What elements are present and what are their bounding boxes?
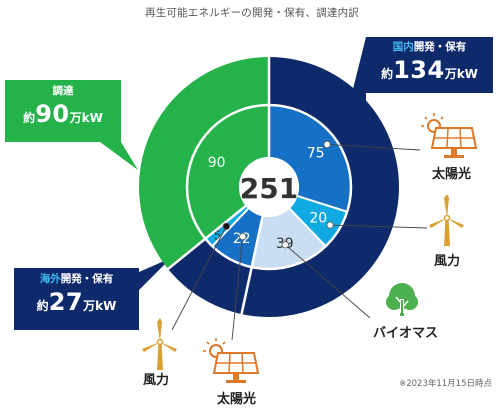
date-note: ※2023年11月15日時点 — [399, 379, 492, 389]
segment-dividers — [167, 57, 353, 315]
segment-value-label: 5 — [214, 228, 222, 242]
leader-line — [327, 144, 421, 151]
procurement-callout-box — [5, 80, 138, 170]
domestic-callout-box — [352, 37, 493, 105]
leader-line — [330, 224, 428, 229]
biomass-label: バイオマス — [373, 326, 439, 341]
procurement-callout-heading: 調達 — [52, 85, 74, 97]
domestic-highlight: 国内 — [392, 41, 414, 53]
inner-divider — [297, 195, 348, 213]
solar-panel-icon — [203, 338, 260, 383]
solar-panel-icon — [421, 113, 478, 158]
leader-dot — [326, 221, 334, 229]
domestic-heading-text: 開発・保有 — [413, 41, 467, 53]
outer-ring-segment-overseas — [168, 238, 252, 315]
domestic-callout-heading: 国内開発・保有 — [366, 40, 493, 55]
domestic-prefix: 約 — [381, 67, 394, 81]
overseas-value: 27 — [48, 288, 84, 316]
overseas-unit: 万kW — [83, 299, 117, 313]
chart-title: 再生可能エネルギーの開発・保有、調達内訳 — [145, 7, 359, 19]
overseas-heading-text: 開発・保有 — [60, 273, 114, 285]
segment-value-label: 90 — [208, 155, 226, 171]
solar-domestic-label: 太陽光 — [432, 167, 472, 182]
segment-value-label: 75 — [307, 146, 325, 162]
domestic-unit: 万kW — [444, 67, 478, 81]
donut-rings: 75203922590 — [139, 57, 399, 317]
ring-separator — [185, 103, 353, 271]
overseas-prefix: 約 — [36, 299, 49, 313]
leader-dot — [281, 241, 289, 249]
domestic-callout-value-line: 約134万kW — [366, 55, 493, 89]
inner-ring-segment — [251, 208, 326, 269]
procurement-unit: 万kW — [69, 111, 103, 125]
outer-ring-segment-domestic — [241, 57, 399, 317]
wind-turbine-icon — [142, 318, 177, 370]
procurement-prefix: 約 — [23, 111, 36, 125]
inner-ring-segment — [269, 105, 351, 212]
wind-turbine-icon — [429, 194, 464, 246]
inner-divider — [211, 207, 249, 247]
leader-lines — [171, 140, 428, 341]
solar-overseas-label: 太陽光 — [217, 392, 257, 407]
outer-divider — [240, 216, 264, 315]
inner-ring-segment — [289, 196, 348, 247]
domestic-callout: 国内開発・保有 約134万kW — [366, 40, 493, 89]
leader-dot — [239, 232, 247, 241]
outer-ring-segment-procurement — [139, 57, 269, 269]
leader-dot — [323, 140, 331, 149]
leader-line — [285, 244, 371, 319]
leader-line — [171, 226, 227, 331]
overseas-highlight: 海外 — [39, 273, 61, 285]
inner-ring-segment — [212, 208, 263, 268]
procurement-callout: 調達 約90万kW — [5, 84, 121, 133]
leader-line — [231, 236, 244, 341]
wind-domestic-label: 風力 — [434, 254, 461, 269]
inner-ring-segment — [187, 105, 269, 239]
procurement-callout-value-line: 約90万kW — [5, 99, 121, 133]
overseas-callout-heading: 海外開発・保有 — [14, 272, 139, 287]
overseas-callout: 海外開発・保有 約27万kW — [14, 272, 139, 321]
overseas-callout-value-line: 約27万kW — [14, 287, 139, 321]
total-value: 251 — [240, 172, 298, 205]
procurement-value: 90 — [35, 100, 70, 128]
inner-divider — [289, 207, 327, 247]
segment-value-label: 20 — [309, 211, 327, 227]
overseas-callout-box — [14, 258, 171, 330]
leader-dot — [222, 222, 230, 230]
outer-divider — [167, 204, 247, 270]
domestic-value: 134 — [393, 56, 445, 84]
tree-icon — [386, 283, 418, 316]
center-circle — [239, 157, 299, 217]
wind-overseas-label: 風力 — [143, 373, 170, 388]
